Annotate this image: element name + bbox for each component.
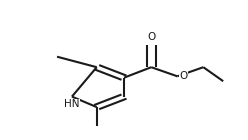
Text: O: O <box>147 32 155 42</box>
Text: O: O <box>179 71 187 81</box>
Text: HN: HN <box>64 99 80 109</box>
